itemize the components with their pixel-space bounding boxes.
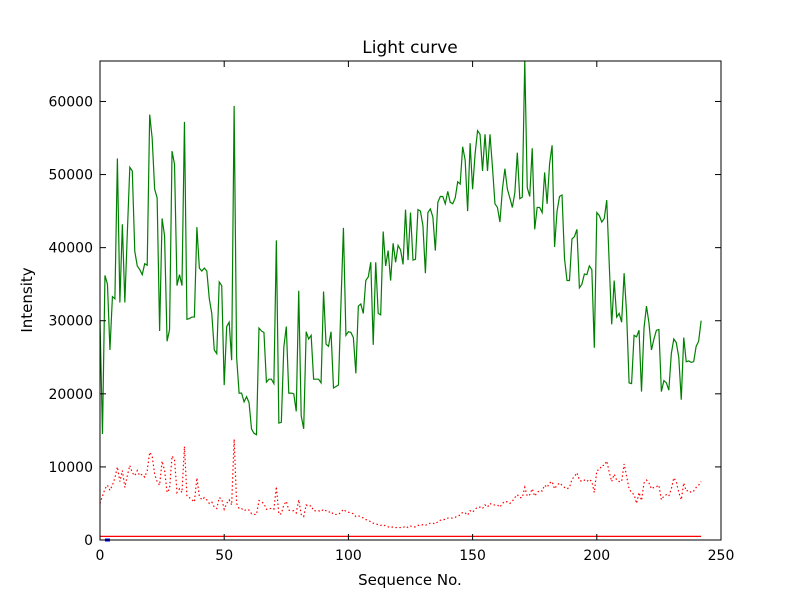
- x-tick-label: 0: [96, 548, 105, 564]
- chart-title: Light curve: [362, 38, 457, 58]
- x-axis-label: Sequence No.: [358, 571, 462, 589]
- plot-frame: [99, 60, 722, 541]
- series-line-2: [99, 439, 702, 529]
- plot-area: [100, 61, 721, 540]
- y-ticks: 0 10000 20000 30000 40000 50000 60000: [48, 94, 721, 549]
- x-tick-label: 100: [335, 548, 362, 564]
- x-ticks: 0 50 100 150 200 250: [96, 61, 735, 564]
- series-line-1: [99, 60, 702, 436]
- x-tick-label: 250: [708, 548, 735, 564]
- y-tick-label: 50000: [48, 168, 93, 184]
- y-tick-label: 20000: [48, 387, 93, 403]
- x-tick-label: 200: [583, 548, 610, 564]
- y-tick-label: 10000: [48, 460, 93, 476]
- y-tick-label: 40000: [48, 241, 93, 257]
- y-tick-label: 0: [84, 533, 93, 549]
- y-axis-label: Intensity: [18, 267, 36, 332]
- x-tick-label: 150: [459, 548, 486, 564]
- y-tick-label: 60000: [48, 94, 93, 110]
- x-tick-label: 50: [215, 548, 233, 564]
- y-tick-label: 30000: [48, 314, 93, 330]
